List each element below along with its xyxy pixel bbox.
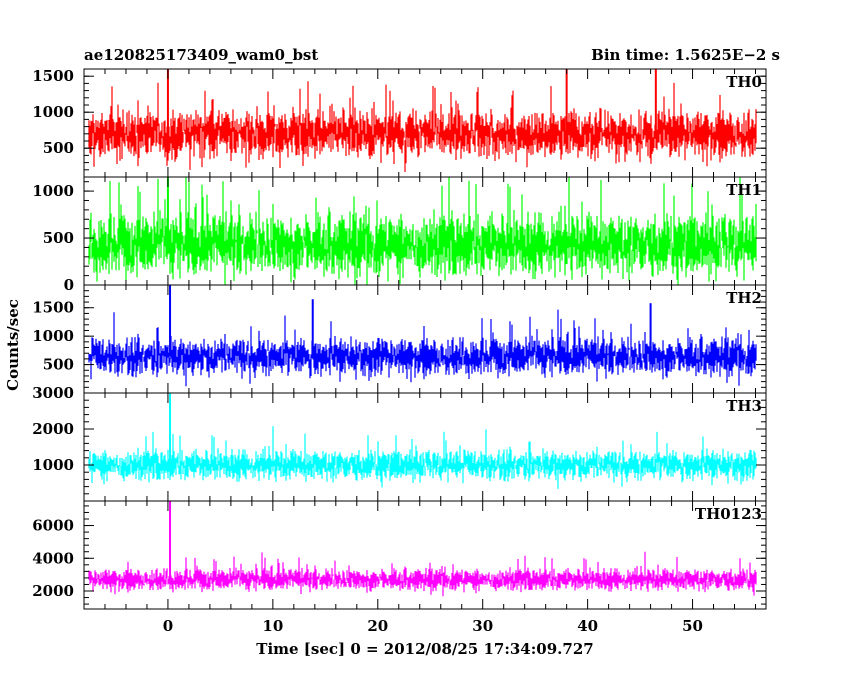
panel-label: TH3 <box>726 397 762 415</box>
series-th0123 <box>88 551 757 597</box>
x-tick-label: 40 <box>577 617 598 635</box>
y-axis-label: Counts/sec <box>4 299 22 391</box>
panel-th0123: 2000 4000 6000 TH0123 <box>32 500 767 610</box>
x-tick-label: 30 <box>472 617 493 635</box>
y-tick-label: 1000 <box>32 456 74 474</box>
y-tick-label: 500 <box>43 356 74 374</box>
bin-time-label: Bin time: 1.5625E−2 s <box>591 46 780 64</box>
y-tick-label: 2000 <box>32 420 74 438</box>
series-th1 <box>88 177 757 285</box>
panel-label: TH2 <box>726 289 762 307</box>
y-tick-label: 1000 <box>32 327 74 345</box>
y-tick-label: 0 <box>64 276 74 294</box>
y-tick-label: 1500 <box>32 299 74 317</box>
x-tick-label: 20 <box>367 617 388 635</box>
panel-frame <box>83 500 767 610</box>
y-tick-label: 500 <box>43 139 74 157</box>
panel-label: TH0 <box>726 73 762 91</box>
y-tick-label: 1500 <box>32 67 74 85</box>
y-tick-label: 3000 <box>32 384 74 402</box>
y-tick-label: 4000 <box>32 549 74 567</box>
panel-th3: 1000 2000 3000 TH3 <box>32 384 767 502</box>
panel-frame <box>83 392 767 502</box>
panel-th0: 500 1000 1500 TH0 <box>32 67 767 178</box>
panel-th2: 500 1000 1500 TH2 <box>32 284 767 394</box>
chart-title: ae120825173409_wam0_bst <box>84 46 318 64</box>
y-tick-label: 1000 <box>32 103 74 121</box>
series-th3 <box>88 426 757 489</box>
series-th2 <box>88 309 757 387</box>
x-tick-label: 50 <box>682 617 703 635</box>
y-tick-label: 2000 <box>32 582 74 600</box>
x-tick-label: 0 <box>163 617 173 635</box>
y-tick-label: 1000 <box>32 182 74 200</box>
panel-label: TH1 <box>726 181 762 199</box>
x-tick-label: 10 <box>262 617 283 635</box>
x-axis-label: Time [sec] 0 = 2012/08/25 17:34:09.727 <box>256 640 593 658</box>
y-tick-label: 500 <box>43 229 74 247</box>
panel-label: TH0123 <box>695 505 762 523</box>
panel-th1: 0 500 1000 TH1 <box>32 176 767 294</box>
y-tick-label: 6000 <box>32 517 74 535</box>
